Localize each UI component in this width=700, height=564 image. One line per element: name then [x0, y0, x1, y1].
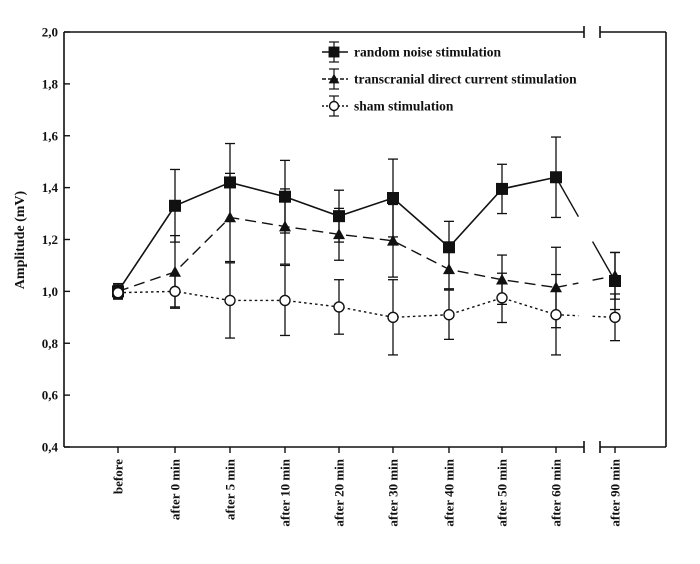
square-marker [496, 182, 508, 195]
x-tick-label: after 0 min [168, 458, 183, 520]
circle-marker [224, 294, 236, 307]
y-tick-label: 1,6 [42, 128, 59, 143]
circle-marker [328, 100, 340, 112]
y-tick-label: 2,0 [42, 25, 58, 40]
y-tick-labels: 0,4 0,6 0,8 1,0 1,2 1,4 1,6 1,8 2,0 [42, 25, 59, 455]
x-tick-label: after 30 min [386, 458, 401, 526]
circle-marker [112, 286, 124, 299]
y-tick-label: 0,4 [42, 440, 59, 455]
x-tick-labels: before after 0 min after 5 min after 10 min… [111, 458, 623, 526]
circle-marker [169, 285, 181, 298]
series-line-break-segment [591, 241, 616, 282]
x-tick-label: after 10 min [278, 458, 293, 526]
y-tick-label: 1,8 [42, 76, 59, 91]
series [112, 136, 621, 356]
x-tick-label: after 90 min [608, 458, 623, 526]
triangle-marker [279, 220, 291, 232]
legend-label: transcranial direct current stimulation [354, 72, 577, 87]
series-2 [112, 262, 621, 356]
legend-label: random noise stimulation [354, 45, 502, 60]
legend-item-2: sham stimulation [322, 95, 454, 117]
square-marker [550, 171, 562, 184]
x-tick-label: after 50 min [495, 458, 510, 526]
triangle-marker [333, 228, 345, 240]
circle-marker [496, 292, 508, 304]
y-tick-label: 0,8 [42, 336, 59, 351]
triangle-marker [169, 265, 181, 277]
circle-marker [387, 311, 399, 324]
triangle-marker [328, 73, 340, 84]
y-tick-label: 1,2 [42, 232, 58, 247]
square-marker [328, 46, 340, 58]
series-0 [112, 136, 621, 311]
circle-marker [609, 311, 621, 324]
x-tick-label: after 60 min [549, 458, 564, 526]
legend-item-0: random noise stimulation [322, 41, 502, 63]
y-tick-label: 1,4 [42, 180, 59, 195]
legend: random noise stimulation transcranial dir… [322, 41, 577, 117]
triangle-marker [224, 211, 236, 223]
series-line-break-segment [555, 314, 579, 317]
series-line-break-segment [555, 176, 580, 218]
circle-marker [333, 301, 345, 313]
square-marker [387, 192, 399, 204]
y-tick-label: 1,0 [42, 284, 58, 299]
x-tick-label: after 5 min [223, 458, 238, 520]
circle-marker [443, 309, 455, 321]
circle-marker [550, 309, 562, 321]
triangle-marker [387, 234, 399, 246]
axes [63, 26, 667, 453]
x-tick-label: after 40 min [442, 458, 457, 526]
x-tick-label: after 20 min [332, 458, 347, 526]
series-1 [112, 172, 621, 329]
square-marker [169, 199, 181, 212]
triangle-marker [443, 263, 455, 275]
triangle-marker [609, 269, 621, 281]
y-axis-label: Amplitude (mV) [13, 190, 28, 289]
circle-marker [279, 294, 291, 307]
legend-item-1: transcranial direct current stimulation [322, 68, 577, 90]
x-tick-label: before [111, 459, 126, 494]
y-tick-label: 0,6 [42, 388, 59, 403]
legend-label: sham stimulation [354, 99, 454, 114]
series-line-break-segment [555, 282, 579, 289]
